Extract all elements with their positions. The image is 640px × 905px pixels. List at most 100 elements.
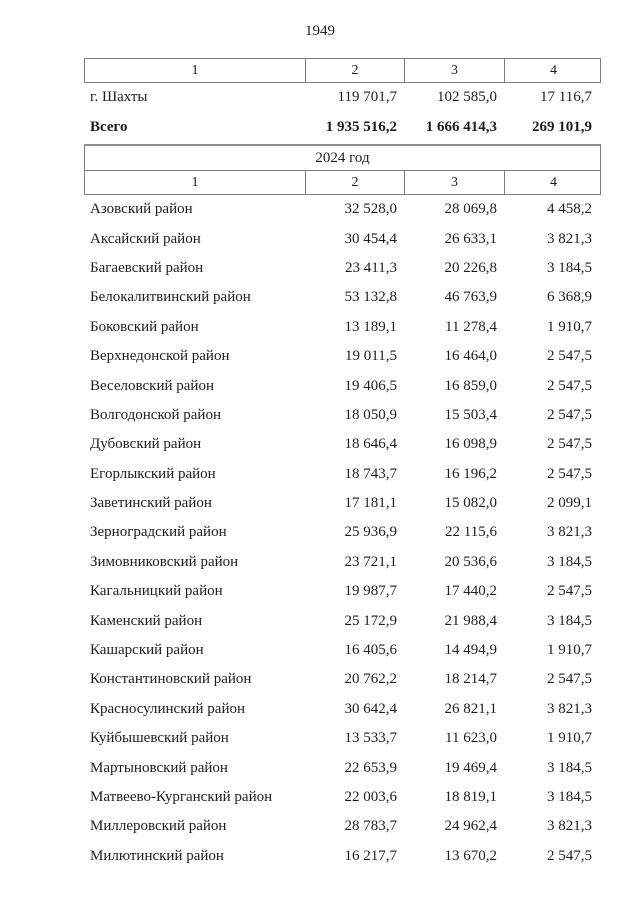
row-label: Зимовниковский район: [90, 553, 239, 570]
table1-header-col3: 3: [404, 59, 504, 82]
row-value-col3: 21 988,4: [444, 612, 498, 629]
row-value-col2: 23 411,3: [345, 259, 397, 276]
row-value-col2: 30 454,4: [344, 230, 398, 247]
row-value-col4: 4 458,2: [547, 201, 592, 218]
row-value-col3: 16 098,9: [444, 436, 498, 453]
row-label: Мартыновский район: [90, 759, 228, 776]
row-value-col2: 28 783,7: [344, 818, 398, 835]
table2-header-col3: 3: [404, 171, 504, 194]
table-row: Мартыновский район 22 653,9 19 469,4 3 1…: [84, 753, 601, 782]
row-value-col4: 2 547,5: [547, 348, 592, 365]
row-value-col4: 2 547,5: [547, 583, 592, 600]
row-value-col3: 15 082,0: [444, 495, 498, 512]
row-value-col2: 119 701,7: [337, 89, 397, 106]
row-value-col4: 3 821,3: [547, 700, 592, 717]
table-row: Азовский район 32 528,0 28 069,8 4 458,2: [84, 195, 601, 224]
row-label: Милютинский район: [90, 847, 224, 864]
row-value-col4: 3 184,5: [547, 789, 592, 805]
row-value-col3: 11 278,4: [445, 318, 497, 335]
row-value-col2: 30 642,4: [344, 700, 398, 717]
row-value-col3: 26 633,1: [444, 230, 498, 247]
table-row: Кагальницкий район 19 987,7 17 440,2 2 5…: [84, 577, 601, 606]
row-value-col4: 2 099,1: [547, 495, 592, 512]
row-value-col2: 53 132,8: [344, 289, 398, 306]
row-value-col4: 3 184,5: [547, 612, 592, 629]
row-value-col3: 16 859,0: [444, 377, 498, 394]
row-value-col4: 269 101,9: [532, 118, 592, 135]
table-row: Зерноградский район 25 936,9 22 115,6 3 …: [84, 518, 601, 547]
document-sheet: 1 2 3 4 г. Шахты 119 701,7 102 585,0 17 …: [84, 58, 601, 871]
row-value-col4: 1 910,7: [547, 642, 592, 659]
row-value-col4: 3 821,3: [547, 818, 592, 835]
row-value-col3: 13 670,2: [444, 847, 498, 864]
row-value-col2: 17 181,1: [344, 495, 398, 512]
row-label: Красносулинский район: [90, 700, 246, 717]
row-value-col3: 17 440,2: [444, 583, 498, 600]
row-label: Каменский район: [90, 612, 203, 629]
table2-header-col2: 2: [305, 171, 404, 194]
table-row: Миллеровский район 28 783,7 24 962,4 3 8…: [84, 812, 601, 841]
table-row: Всего 1 935 516,2 1 666 414,3 269 101,9: [84, 113, 601, 143]
row-value-col2: 22 003,6: [344, 789, 398, 805]
row-label: Миллеровский район: [90, 818, 227, 835]
row-value-col4: 3 821,3: [547, 230, 592, 247]
row-value-col3: 22 115,6: [445, 524, 497, 541]
table-row: Каменский район 25 172,9 21 988,4 3 184,…: [84, 606, 601, 635]
row-value-col3: 24 962,4: [444, 818, 498, 835]
row-value-col4: 17 116,7: [540, 89, 592, 106]
row-value-col3: 16 464,0: [444, 348, 498, 365]
row-value-col4: 6 368,9: [547, 289, 592, 306]
row-label: Кагальницкий район: [90, 583, 223, 600]
row-value-col3: 11 623,0: [445, 730, 497, 747]
table-row: Верхнедонской район 19 011,5 16 464,0 2 …: [84, 342, 601, 371]
row-label: Азовский район: [90, 201, 193, 218]
year-section-header: 2024 год: [84, 144, 601, 170]
table-row: Егорлыкский район 18 743,7 16 196,2 2 54…: [84, 460, 601, 489]
table-row: Милютинский район 16 217,7 13 670,2 2 54…: [84, 842, 601, 871]
row-value-col4: 2 547,5: [547, 465, 592, 482]
row-value-col2: 19 011,5: [345, 348, 397, 365]
row-value-col3: 14 494,9: [444, 642, 498, 659]
row-value-col4: 2 547,5: [547, 671, 592, 688]
row-value-col2: 13 533,7: [344, 730, 398, 747]
row-value-col3: 1 666 414,3: [425, 118, 497, 135]
row-value-col2: 18 646,4: [344, 436, 398, 453]
table1-body: г. Шахты 119 701,7 102 585,0 17 116,7 Вс…: [84, 83, 601, 142]
table-row: г. Шахты 119 701,7 102 585,0 17 116,7: [84, 83, 601, 113]
row-value-col2: 1 935 516,2: [325, 118, 397, 135]
row-label: Багаевский район: [90, 259, 204, 276]
row-label: Волгодонской район: [90, 406, 221, 423]
table-row: Белокалитвинский район 53 132,8 46 763,9…: [84, 283, 601, 312]
row-value-col3: 16 196,2: [444, 465, 498, 482]
row-value-col4: 2 547,5: [547, 847, 592, 864]
row-value-col2: 16 217,7: [344, 847, 398, 864]
row-value-col4: 3 184,5: [547, 259, 592, 276]
row-value-col3: 18 214,7: [444, 671, 498, 688]
table1-header-row: 1 2 3 4: [84, 58, 601, 83]
row-value-col3: 18 819,1: [444, 789, 498, 805]
table-row: Аксайский район 30 454,4 26 633,1 3 821,…: [84, 224, 601, 253]
row-label: Боковский район: [90, 318, 199, 335]
row-value-col2: 19 406,5: [344, 377, 398, 394]
table2-body: Азовский район 32 528,0 28 069,8 4 458,2…: [84, 195, 601, 871]
table-row: Волгодонской район 18 050,9 15 503,4 2 5…: [84, 401, 601, 430]
row-value-col2: 22 653,9: [344, 759, 398, 776]
row-value-col3: 26 821,1: [444, 700, 498, 717]
row-value-col4: 3 821,3: [547, 524, 592, 541]
table1-header-col1: 1: [191, 62, 199, 78]
row-value-col3: 28 069,8: [444, 201, 498, 218]
row-label: Егорлыкский район: [90, 465, 216, 482]
table-row: Красносулинский район 30 642,4 26 821,1 …: [84, 695, 601, 724]
row-value-col3: 46 763,9: [444, 289, 498, 306]
row-value-col2: 18 050,9: [344, 406, 398, 423]
row-value-col2: 19 987,7: [344, 583, 398, 600]
table1-header-col2: 2: [305, 59, 404, 82]
table-row: Константиновский район 20 762,2 18 214,7…: [84, 665, 601, 694]
row-value-col2: 25 172,9: [344, 612, 398, 629]
row-value-col2: 32 528,0: [344, 201, 398, 218]
row-value-col4: 2 547,5: [547, 406, 592, 423]
row-value-col4: 3 184,5: [547, 759, 592, 776]
row-value-col3: 20 226,8: [444, 259, 498, 276]
row-value-col4: 1 910,7: [547, 730, 592, 747]
row-value-col3: 20 536,6: [444, 553, 498, 570]
